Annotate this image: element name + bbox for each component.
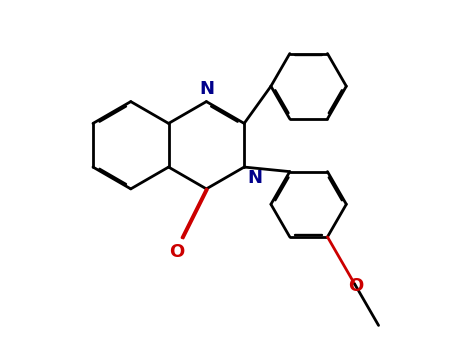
Text: N: N [247, 169, 262, 187]
Text: O: O [348, 277, 364, 295]
Text: N: N [199, 79, 214, 98]
Text: O: O [169, 243, 185, 261]
